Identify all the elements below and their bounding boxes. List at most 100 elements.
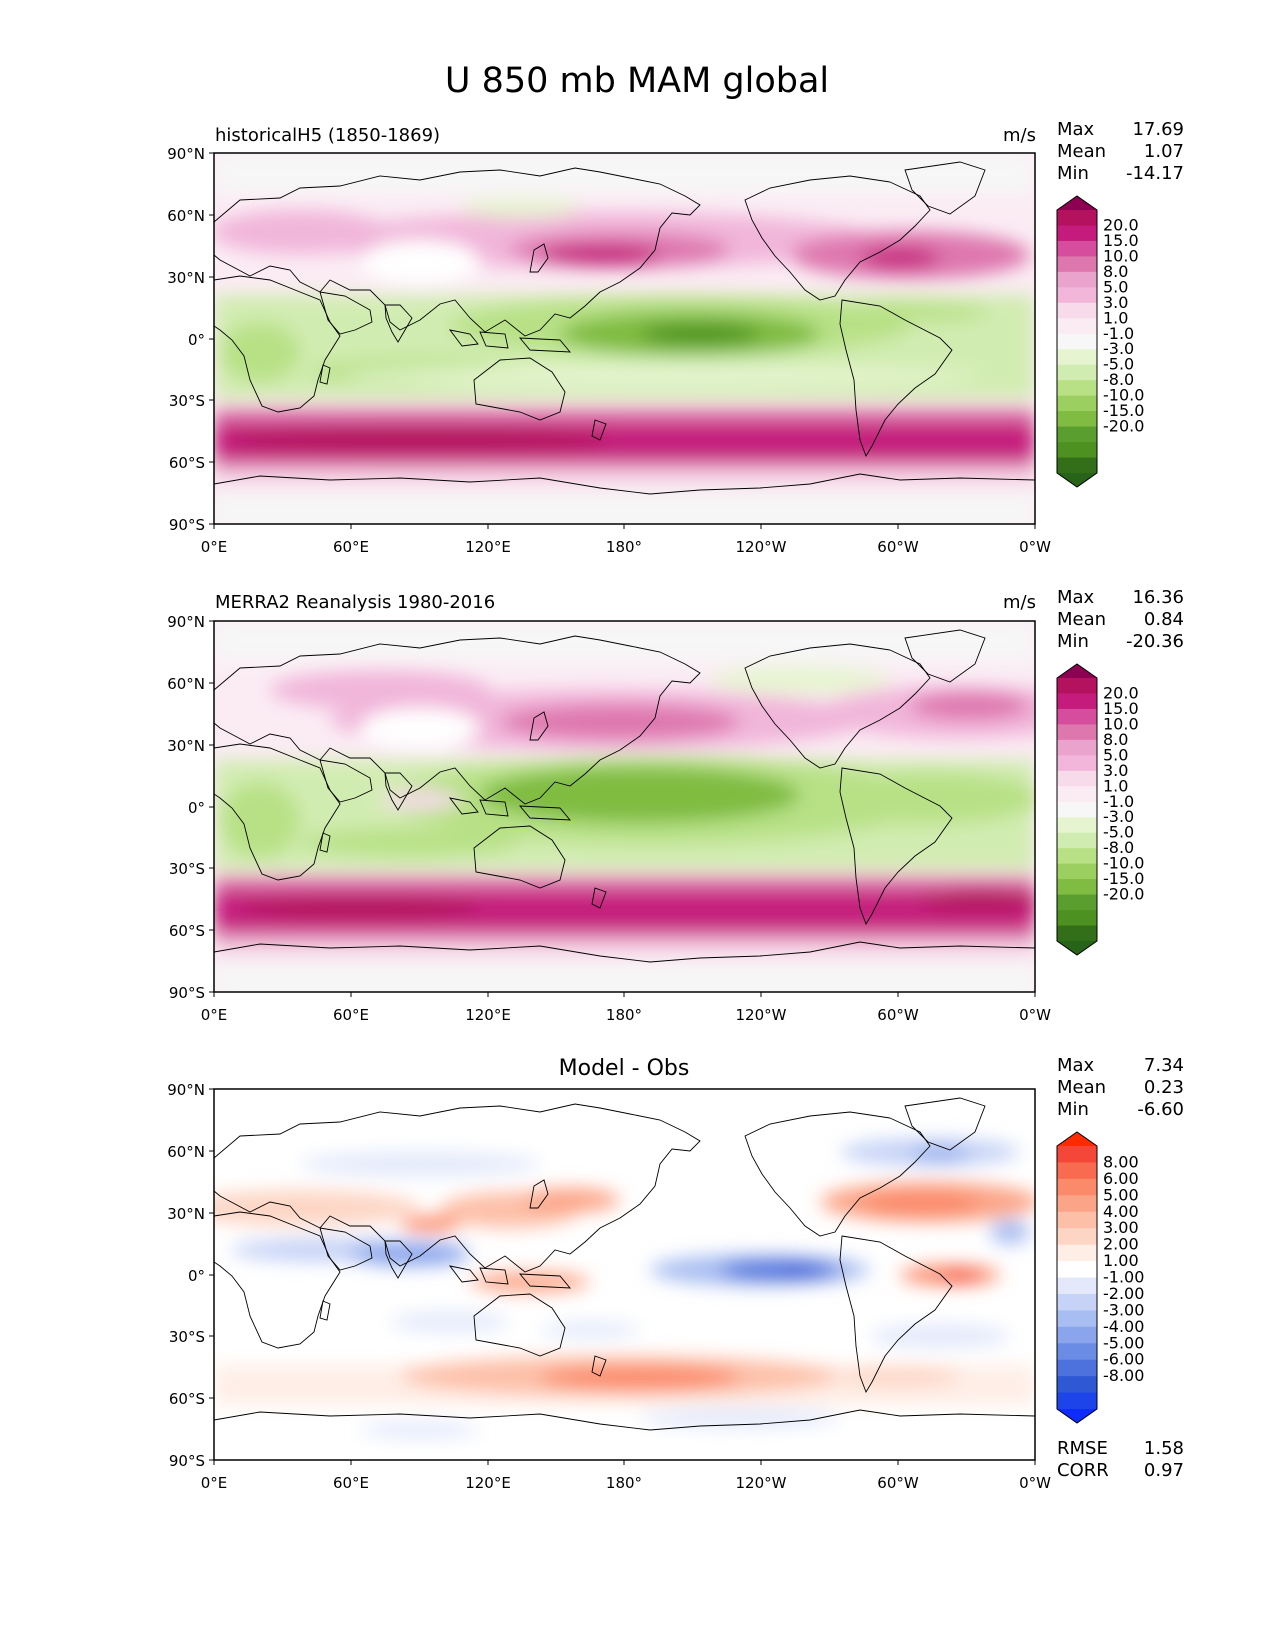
colorbar-swatch [1057,380,1097,397]
lat-tick: 30°N [167,737,205,755]
lon-tick: 60°E [333,1474,369,1492]
colorbar-swatch [1057,1228,1097,1246]
stat-min-label: Min [1057,163,1089,184]
colorbar-outline [1056,195,1098,488]
colorbar-swatch [1057,1326,1097,1344]
colorbar-swatch [1057,1392,1097,1410]
colorbar-label: 20.0 [1103,683,1139,702]
colorbar-label: -15.0 [1103,869,1144,888]
colorbar-label: -5.00 [1103,1333,1144,1352]
colorbar-label: 10.0 [1103,714,1139,733]
corr-value: 0.97 [1144,1460,1184,1481]
colorbar-label: -1.00 [1103,1268,1144,1287]
lat-tick: 90°S [169,1452,205,1470]
colorbar-label: 15.0 [1103,699,1139,718]
colorbar-swatch [1057,240,1097,257]
colorbar-label: 3.00 [1103,1218,1139,1237]
rmse-label: RMSE [1057,1438,1108,1459]
lat-tick: 60°N [167,1143,205,1161]
stat-min-value: -20.36 [1126,631,1184,652]
colorbar-swatch [1057,1376,1097,1394]
colorbar-swatch [1057,395,1097,412]
colorbar-extend-top [1057,196,1097,210]
lat-tick: 60°N [167,207,205,225]
stat-max-value: 16.36 [1132,587,1184,608]
colorbar-label: 10.0 [1103,246,1139,265]
colorbar-swatch [1057,1343,1097,1361]
colorbar-swatch [1057,1293,1097,1311]
lat-tick: 90°N [167,1081,205,1099]
stat-mean-value: 0.84 [1144,609,1184,630]
panel-diff: Model - Obs [167,1055,1184,1492]
lon-tick: 0°E [201,1474,228,1492]
lat-tick: 60°N [167,675,205,693]
page-title: U 850 mb MAM global [445,61,829,101]
rmse-value: 1.58 [1144,1438,1184,1459]
map-field [214,621,1035,992]
colorbar: 8.006.005.004.003.002.001.00-1.00-2.00-3… [1056,1131,1144,1424]
colorbar-swatch [1057,256,1097,273]
stat-max-label: Max [1057,119,1095,140]
colorbar-swatch [1057,1178,1097,1196]
panel-obs: MERRA2 Reanalysis 1980-2016 m/s [167,587,1184,1024]
colorbar-swatch [1057,770,1097,787]
lon-tick: 120°W [736,1006,787,1024]
colorbar-label: 1.0 [1103,776,1128,795]
map-field [214,1089,1035,1460]
colorbar-swatch [1057,708,1097,725]
stat-max-label: Max [1057,1055,1095,1076]
colorbar-swatch [1057,426,1097,443]
lat-tick: 0° [188,799,205,817]
lat-tick: 90°S [169,516,205,534]
panel-label: historicalH5 (1850-1869) [215,125,440,146]
colorbar-swatch [1057,225,1097,242]
lon-tick: 120°E [465,1006,511,1024]
stat-max-value: 17.69 [1132,119,1184,140]
colorbar-swatch [1057,1310,1097,1328]
colorbar-swatch [1057,863,1097,880]
colorbar: 20.015.010.08.05.03.01.0-1.0-3.0-5.0-8.0… [1056,663,1144,956]
colorbar-label: 5.0 [1103,745,1128,764]
lat-tick: 90°N [167,145,205,163]
colorbar-label: -5.0 [1103,355,1134,374]
colorbar-swatch [1057,364,1097,381]
lon-axis: 0°E 60°E 120°E 180° 120°W 60°W 0°W [201,1460,1051,1492]
colorbar-label: 3.0 [1103,293,1128,312]
lon-tick: 0°E [201,538,228,556]
panel-title: Model - Obs [559,1056,690,1081]
colorbar-swatch [1057,848,1097,865]
colorbar-swatch [1057,879,1097,896]
lon-tick: 120°E [465,538,511,556]
lat-tick: 90°S [169,984,205,1002]
lon-axis: 0°E 60°E 120°E 180° 120°W 60°W 0°W [201,992,1051,1024]
colorbar-swatch [1057,1195,1097,1213]
colorbar-label: -1.0 [1103,324,1134,343]
colorbar-label: 8.0 [1103,262,1128,281]
lat-tick: 60°S [169,922,205,940]
colorbar-label: -1.0 [1103,792,1134,811]
colorbar-swatch [1057,786,1097,803]
stat-mean-value: 1.07 [1144,141,1184,162]
stats-block: Max 16.36 Mean 0.84 Min -20.36 [1057,587,1184,652]
colorbar-swatch [1057,1277,1097,1295]
colorbar-label: -10.0 [1103,854,1144,873]
lon-tick: 120°W [736,1474,787,1492]
panel-label: MERRA2 Reanalysis 1980-2016 [215,592,495,613]
colorbar-label: -5.0 [1103,823,1134,842]
colorbar-extend-top [1057,1132,1097,1146]
colorbar-outline [1056,663,1098,956]
stat-max-label: Max [1057,587,1095,608]
colorbar-swatch [1057,1359,1097,1377]
colorbar-swatch [1057,210,1097,226]
colorbar-swatch [1057,1261,1097,1278]
lat-tick: 0° [188,331,205,349]
lon-tick: 0°W [1019,1006,1051,1024]
colorbar-swatch [1057,442,1097,459]
stat-mean-label: Mean [1057,1077,1106,1098]
lon-tick: 60°W [877,538,919,556]
lat-tick: 30°N [167,1205,205,1223]
stat-mean-label: Mean [1057,141,1106,162]
stat-min-value: -6.60 [1137,1099,1184,1120]
colorbar-label: 8.00 [1103,1152,1139,1171]
colorbar-label: -4.00 [1103,1317,1144,1336]
